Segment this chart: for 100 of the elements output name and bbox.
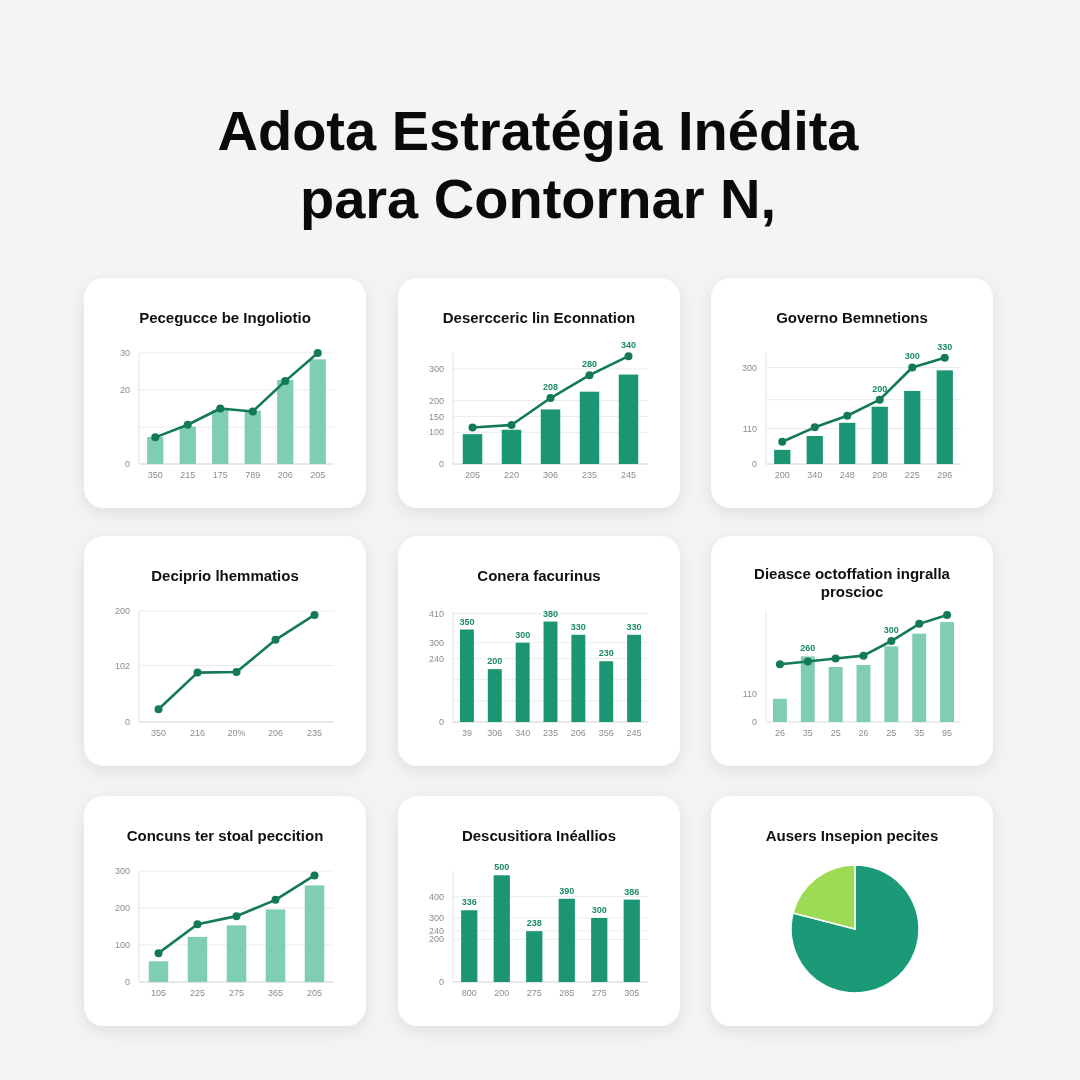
y-tick-label: 300	[741, 362, 757, 373]
y-tick-label: 300	[428, 637, 444, 648]
x-tick-label: 215	[180, 470, 196, 480]
bar	[571, 634, 586, 722]
y-tick-label: 300	[428, 913, 444, 924]
y-tick-label: 300	[114, 866, 130, 877]
point	[193, 920, 202, 929]
chart-title: Pecegucce be Ingoliotio	[139, 309, 311, 326]
bar	[487, 669, 502, 722]
point	[468, 423, 477, 432]
point	[310, 871, 319, 880]
x-tick-label: 225	[904, 470, 920, 480]
x-tick-label: 205	[310, 470, 326, 480]
y-tick-label: 0	[124, 717, 130, 728]
point	[151, 433, 160, 442]
y-tick-label: 200	[114, 606, 130, 617]
y-tick-label: 0	[751, 717, 757, 728]
chart-title: Governo Bemnetions	[776, 309, 928, 326]
x-tick-label: 275	[228, 988, 245, 998]
data-label: 330	[570, 621, 586, 632]
point	[859, 651, 868, 660]
x-tick-label: 208	[872, 470, 888, 480]
x-tick-label: 206	[277, 470, 293, 480]
point	[271, 895, 280, 904]
data-label: 340	[620, 340, 637, 351]
x-tick-label: 235	[542, 728, 559, 738]
y-tick-label: 30	[119, 348, 130, 359]
point	[810, 423, 819, 432]
chart-title: Conera facurinus	[477, 567, 601, 584]
bar	[623, 899, 640, 982]
chart-title: Concuns ter stoal peccition	[126, 827, 324, 844]
x-tick-label: 306	[487, 728, 503, 738]
point	[154, 705, 163, 714]
bar	[304, 885, 325, 982]
bar	[309, 359, 326, 464]
y-tick-label: 240	[428, 653, 444, 664]
bar	[461, 910, 478, 982]
data-label: 336	[461, 897, 477, 908]
y-tick-label: 0	[124, 977, 130, 988]
x-tick-label: 206	[570, 728, 586, 738]
x-tick-label: 285	[559, 988, 575, 998]
bar	[618, 374, 639, 464]
x-tick-label: 26	[858, 728, 869, 738]
y-tick-label: 0	[438, 459, 444, 470]
bar	[265, 909, 286, 982]
x-tick-label: 340	[515, 728, 531, 738]
y-tick-label: 150	[428, 411, 444, 422]
x-tick-label: 206	[267, 728, 284, 738]
y-tick-label: 100	[114, 940, 130, 951]
data-label: 300	[515, 629, 531, 640]
bar	[839, 422, 856, 464]
bar	[800, 656, 815, 722]
point	[803, 657, 812, 666]
bar	[540, 409, 561, 464]
x-tick-label: 235	[306, 728, 323, 738]
point	[624, 352, 633, 361]
x-tick-label: 275	[591, 988, 607, 998]
point	[775, 660, 784, 669]
x-tick-label: 248	[839, 470, 855, 480]
x-tick-label: 245	[626, 728, 642, 738]
bar	[526, 931, 543, 982]
point	[908, 363, 917, 372]
y-tick-label: 410	[428, 608, 444, 619]
x-tick-label: 35	[914, 728, 925, 738]
x-tick-label: 365	[267, 988, 284, 998]
data-label: 300	[904, 351, 920, 362]
y-tick-label: 20	[119, 385, 130, 396]
x-tick-label: 235	[581, 470, 598, 480]
x-tick-label: 340	[807, 470, 823, 480]
point	[875, 395, 884, 404]
bar	[936, 370, 953, 464]
x-tick-label: 216	[189, 728, 206, 738]
point	[232, 912, 241, 921]
bar	[884, 646, 899, 722]
data-label: 500	[494, 862, 510, 873]
point	[943, 611, 952, 620]
data-label: 380	[542, 608, 559, 619]
point	[915, 619, 924, 628]
point	[546, 394, 555, 403]
x-tick-label: 39	[461, 728, 472, 738]
x-tick-label: 305	[624, 988, 640, 998]
data-label: 300	[883, 625, 899, 636]
bar	[912, 633, 927, 722]
bar	[212, 409, 229, 464]
y-tick-label: 0	[438, 977, 444, 988]
bar	[147, 436, 164, 464]
data-label: 200	[487, 656, 503, 667]
data-label: 200	[872, 383, 888, 394]
bar	[774, 449, 791, 464]
bar	[148, 961, 169, 982]
point	[585, 371, 594, 380]
bar	[277, 380, 294, 464]
x-tick-label: 25	[830, 728, 841, 738]
x-tick-label: 245	[620, 470, 637, 480]
x-tick-label: 296	[937, 470, 953, 480]
x-tick-label: 25	[886, 728, 897, 738]
x-tick-label: 105	[150, 988, 167, 998]
y-tick-label: 200	[428, 934, 444, 945]
bar	[940, 622, 955, 722]
bar	[459, 629, 474, 722]
